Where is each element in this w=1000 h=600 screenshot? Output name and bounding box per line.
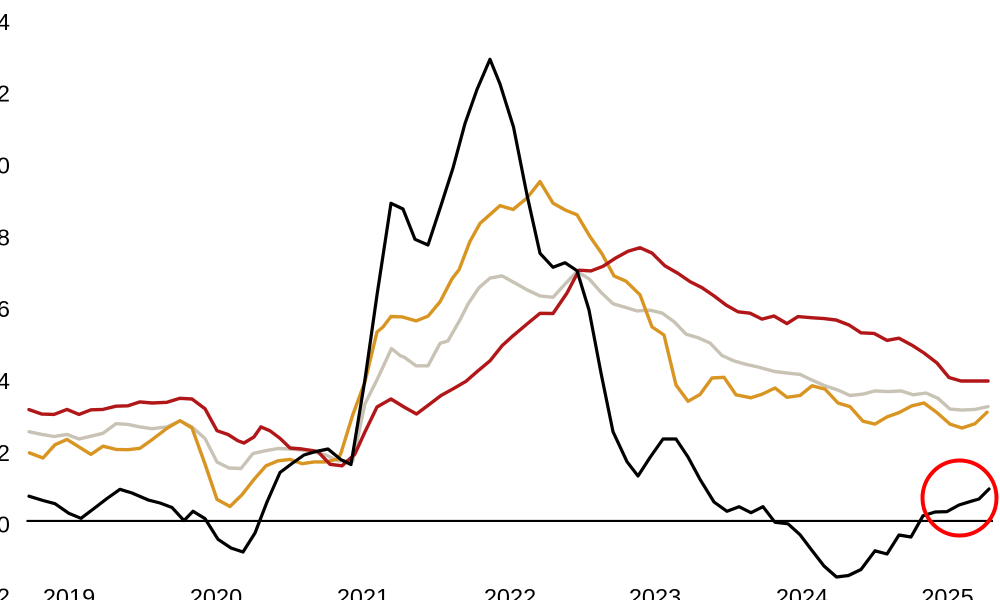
- svg-text:6: 6: [0, 296, 10, 322]
- svg-text:2021: 2021: [337, 584, 389, 600]
- svg-text:2024: 2024: [776, 584, 828, 600]
- svg-text:2020: 2020: [190, 584, 242, 600]
- svg-text:2019: 2019: [43, 584, 95, 600]
- svg-text:4: 4: [0, 368, 10, 394]
- svg-text:2022: 2022: [484, 584, 536, 600]
- svg-text:14: 14: [0, 9, 10, 35]
- svg-text:-2: -2: [0, 584, 10, 600]
- svg-text:12: 12: [0, 81, 10, 107]
- svg-text:2: 2: [0, 440, 10, 466]
- svg-text:0: 0: [0, 512, 10, 538]
- svg-text:2025: 2025: [921, 584, 973, 600]
- svg-text:2023: 2023: [629, 584, 681, 600]
- svg-text:10: 10: [0, 153, 10, 179]
- svg-text:8: 8: [0, 224, 10, 250]
